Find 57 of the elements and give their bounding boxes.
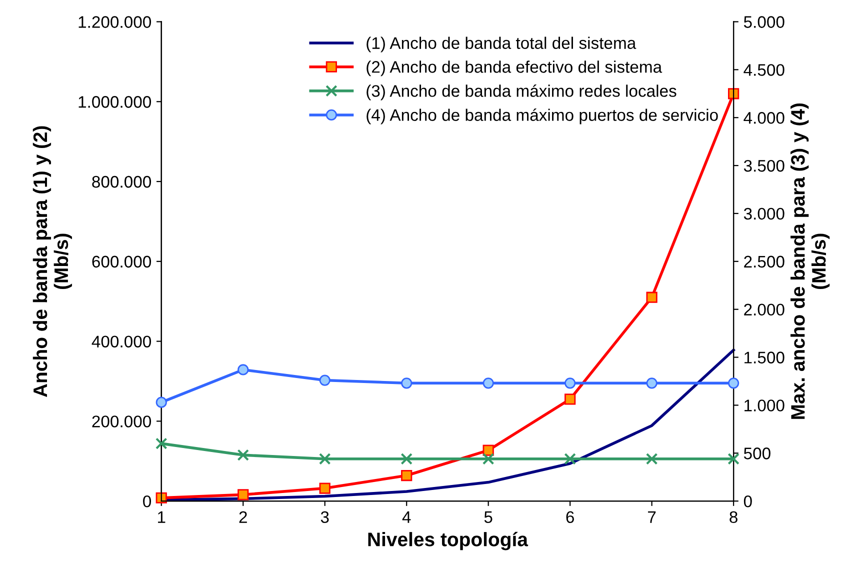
x-tick-label: 2 [239, 511, 247, 523]
x-axis-title: Niveles topología [368, 532, 528, 550]
point [564, 378, 576, 389]
y2-tick-label: 1.000 [744, 400, 784, 412]
legend-label: (4) Ancho de banda máximo puertos de servicio [366, 108, 718, 124]
point [482, 378, 494, 389]
y2-tick-label: 4.000 [744, 112, 784, 124]
legend-label: (2) Ancho de banda efectivo del sistema [366, 60, 662, 76]
y2-tick-label: 2.500 [744, 256, 784, 268]
point [728, 452, 740, 465]
point [646, 378, 658, 389]
y-tick-label: 0 [143, 495, 152, 508]
point [728, 88, 740, 100]
point [482, 444, 494, 456]
point [564, 394, 576, 405]
point [400, 452, 412, 465]
y-tick-label: 200.000 [92, 416, 152, 428]
point [238, 489, 249, 500]
point [237, 449, 250, 461]
y2-tick-label: 1.500 [744, 352, 784, 364]
point [728, 378, 740, 389]
point [319, 482, 330, 494]
point [564, 452, 576, 465]
y2-tick-label: 5.000 [744, 16, 784, 28]
x-tick-label: 1 [158, 511, 166, 523]
point [482, 452, 494, 465]
x-tick-label: 6 [566, 511, 574, 524]
y-tick-label: 1.000.000 [78, 96, 152, 108]
y-tick-label: 400.000 [92, 336, 152, 348]
y2-tick-label: 4.500 [744, 64, 784, 76]
y-tick-label: 1.200.000 [78, 16, 152, 28]
point [318, 452, 331, 465]
y2-tick-label: 0 [744, 495, 752, 508]
point [401, 470, 412, 482]
x-tick-label: 8 [730, 511, 738, 524]
point [319, 374, 330, 386]
point [156, 396, 167, 408]
point [401, 378, 412, 389]
y2-tick-label: 3.000 [744, 208, 784, 220]
point [155, 438, 168, 450]
y2-tick-label: 2.000 [744, 304, 784, 316]
point [646, 452, 658, 465]
point [238, 364, 249, 376]
y2-tick-label: 500 [744, 448, 770, 460]
legend-label: (1) Ancho de banda total del sistema [366, 36, 636, 52]
point [156, 492, 167, 504]
y-tick-label: 800.000 [92, 176, 152, 188]
x-tick-label: 3 [320, 511, 329, 524]
x-tick-label: 7 [648, 511, 656, 523]
legend-label: (3) Ancho de banda máximo redes locales [366, 84, 676, 100]
y2-tick-label: 3.500 [744, 160, 784, 172]
point [646, 292, 658, 303]
x-tick-label: 4 [402, 511, 411, 523]
y-tick-label: 600.000 [92, 256, 152, 268]
y2-axis-title: Max. ancho de banda para (3) y (4) (Mb/s) [790, 104, 830, 419]
y-axis-title: Ancho de banda para (1) y (2) (Mb/s) [32, 126, 72, 398]
x-tick-label: 5 [484, 511, 492, 524]
